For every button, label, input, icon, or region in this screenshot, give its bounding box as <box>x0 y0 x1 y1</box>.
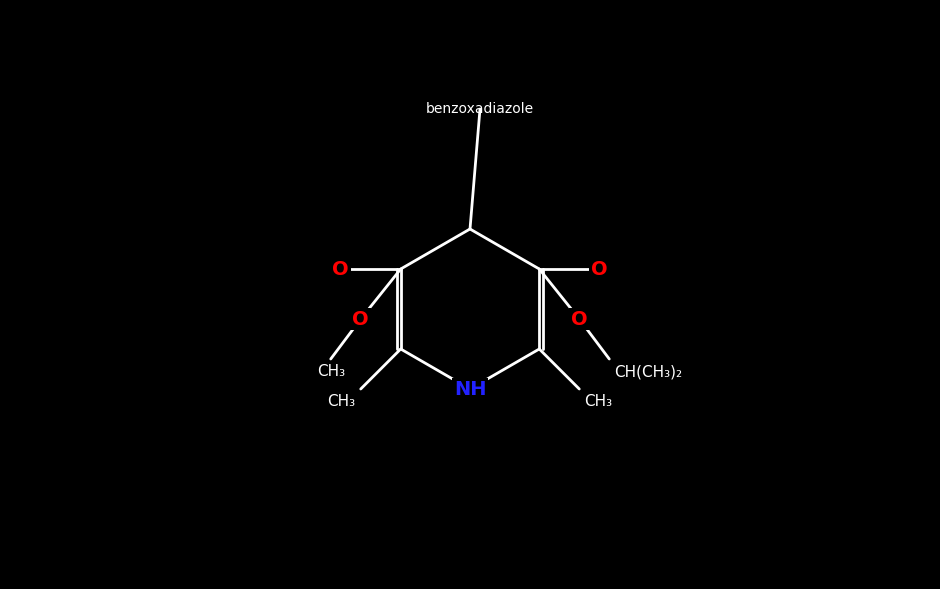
Text: O: O <box>591 260 607 279</box>
Text: CH(CH₃)₂: CH(CH₃)₂ <box>614 364 682 379</box>
Text: O: O <box>352 309 369 329</box>
Text: CH₃: CH₃ <box>317 364 345 379</box>
Text: O: O <box>333 260 349 279</box>
Text: O: O <box>571 309 588 329</box>
Text: CH₃: CH₃ <box>585 394 612 409</box>
Text: NH: NH <box>454 379 486 399</box>
Text: CH₃: CH₃ <box>328 394 355 409</box>
Text: benzoxadiazole: benzoxadiazole <box>426 102 534 116</box>
